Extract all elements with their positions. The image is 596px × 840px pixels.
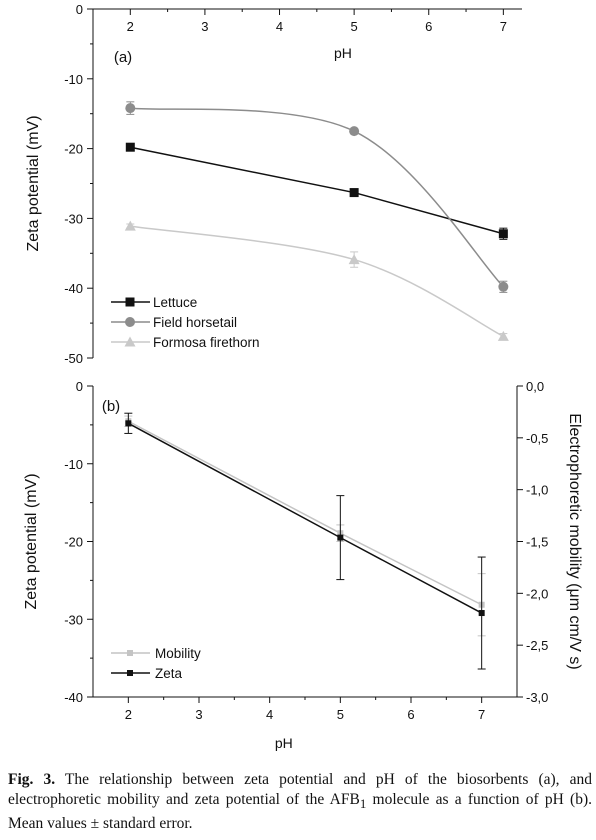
panel-b-data-point xyxy=(337,534,344,541)
caption-label: Fig. 3. xyxy=(8,771,56,788)
panel-b-x-tick-label: 2 xyxy=(125,707,132,722)
caption-text: The relationship between zeta potential … xyxy=(8,771,592,808)
panel-b-legend-label: Mobility xyxy=(155,646,201,661)
figure-caption: Fig. 3. The relationship between zeta po… xyxy=(8,770,592,834)
panel-b-y-tick-label: -20 xyxy=(64,535,83,550)
panel-a-data-point xyxy=(349,188,359,198)
panel-b-y-label: Zeta potential (mV) xyxy=(23,473,40,609)
panel-a-series-line-1 xyxy=(130,107,504,288)
panel-a-x-tick-label: 7 xyxy=(500,19,507,34)
panel-b-y-tick-label: -30 xyxy=(64,612,83,627)
panel-b-legend-marker xyxy=(127,670,133,676)
panel-b-label: (b) xyxy=(102,398,120,415)
panel-a-legend-marker xyxy=(125,297,135,307)
panel-b-series-line-0 xyxy=(127,420,483,606)
panel-b-data-point xyxy=(125,420,132,427)
panel-a-legend-label: Lettuce xyxy=(153,295,197,310)
figure: 2 3 4 5 6 7 pH 0 -10 -20 -30 -40 -50 Zeta potential (… xyxy=(23,2,583,751)
panel-a-y-tick-label: -40 xyxy=(64,281,83,296)
panel-a-y-label: Zeta potential (mV) xyxy=(25,115,42,251)
panel-a-x-label: pH xyxy=(334,45,352,61)
panel-a-data-point xyxy=(125,103,136,114)
panel-b-legend-label: Zeta xyxy=(155,666,183,681)
panel-b-y2-tick-label: -1,5 xyxy=(526,535,548,550)
panel-b-y-tick-label: -10 xyxy=(64,457,83,472)
panel-b-y2-tick-label: -2,5 xyxy=(526,638,548,653)
panel-a-x-tick-label: 3 xyxy=(201,19,208,34)
panel-a-data-point xyxy=(498,281,509,292)
panel-a-legend-label: Field horsetail xyxy=(153,315,237,330)
panel-a-x-tick-label: 6 xyxy=(425,19,432,34)
panel-b-x-label: pH xyxy=(275,735,293,751)
panel-a-label: (a) xyxy=(114,49,132,66)
panel-a-data-point xyxy=(125,142,135,152)
panel-b-x-tick-label: 6 xyxy=(407,707,414,722)
panel-a-legend-marker xyxy=(124,336,136,347)
panel-b-y2-tick-label: 0,0 xyxy=(526,379,544,394)
panel-b-y-tick-label: 0 xyxy=(76,379,83,394)
panel-a-y-tick-label: -50 xyxy=(64,351,83,366)
panel-a-data-point xyxy=(348,254,360,265)
panel-b-y2-tick-label: -2,0 xyxy=(526,586,548,601)
panel-a-data-point xyxy=(124,220,136,231)
panel-b-y-tick-label: -40 xyxy=(64,690,83,705)
panel-b-data-point xyxy=(478,610,485,617)
panel-a-y-tick-label: -30 xyxy=(64,211,83,226)
panel-b-series-line-1 xyxy=(127,422,483,614)
panel-a-y-tick-label: -20 xyxy=(64,142,83,157)
panel-a-x-tick-label: 2 xyxy=(127,19,134,34)
panel-b-y2-tick-label: -3,0 xyxy=(526,690,548,705)
panel-b-y2-tick-label: -0,5 xyxy=(526,431,548,446)
panel-b-y2-label: Electrophoretic mobility (μm cm/V s) xyxy=(566,413,583,669)
panel-a-y-tick-label: -10 xyxy=(64,72,83,87)
panel-a-data-point xyxy=(349,126,360,137)
panel-b-x-tick-label: 4 xyxy=(266,707,273,722)
panel-a-x-tick-label: 4 xyxy=(276,19,283,34)
panel-a-series-line-0 xyxy=(130,146,504,235)
caption-subscript: 1 xyxy=(359,796,367,812)
panel-a-x-tick-label: 5 xyxy=(351,19,358,34)
panel-a-data-point xyxy=(498,229,508,239)
panel-a-y-tick-label: 0 xyxy=(76,2,83,17)
panel-b-y2-tick-label: -1,0 xyxy=(526,483,548,498)
panel-b-legend-marker xyxy=(127,650,133,656)
panel-b-x-tick-label: 3 xyxy=(195,707,202,722)
panel-b-x-tick-label: 5 xyxy=(337,707,344,722)
caption-text-end: molecule as a function of pH (b). Mean v… xyxy=(8,791,593,833)
panel-a-legend-marker xyxy=(125,317,135,327)
panel-a-data-point xyxy=(497,330,509,341)
panel-b-x-tick-label: 7 xyxy=(478,707,485,722)
panel-a-legend-label: Formosa firethorn xyxy=(153,335,260,350)
